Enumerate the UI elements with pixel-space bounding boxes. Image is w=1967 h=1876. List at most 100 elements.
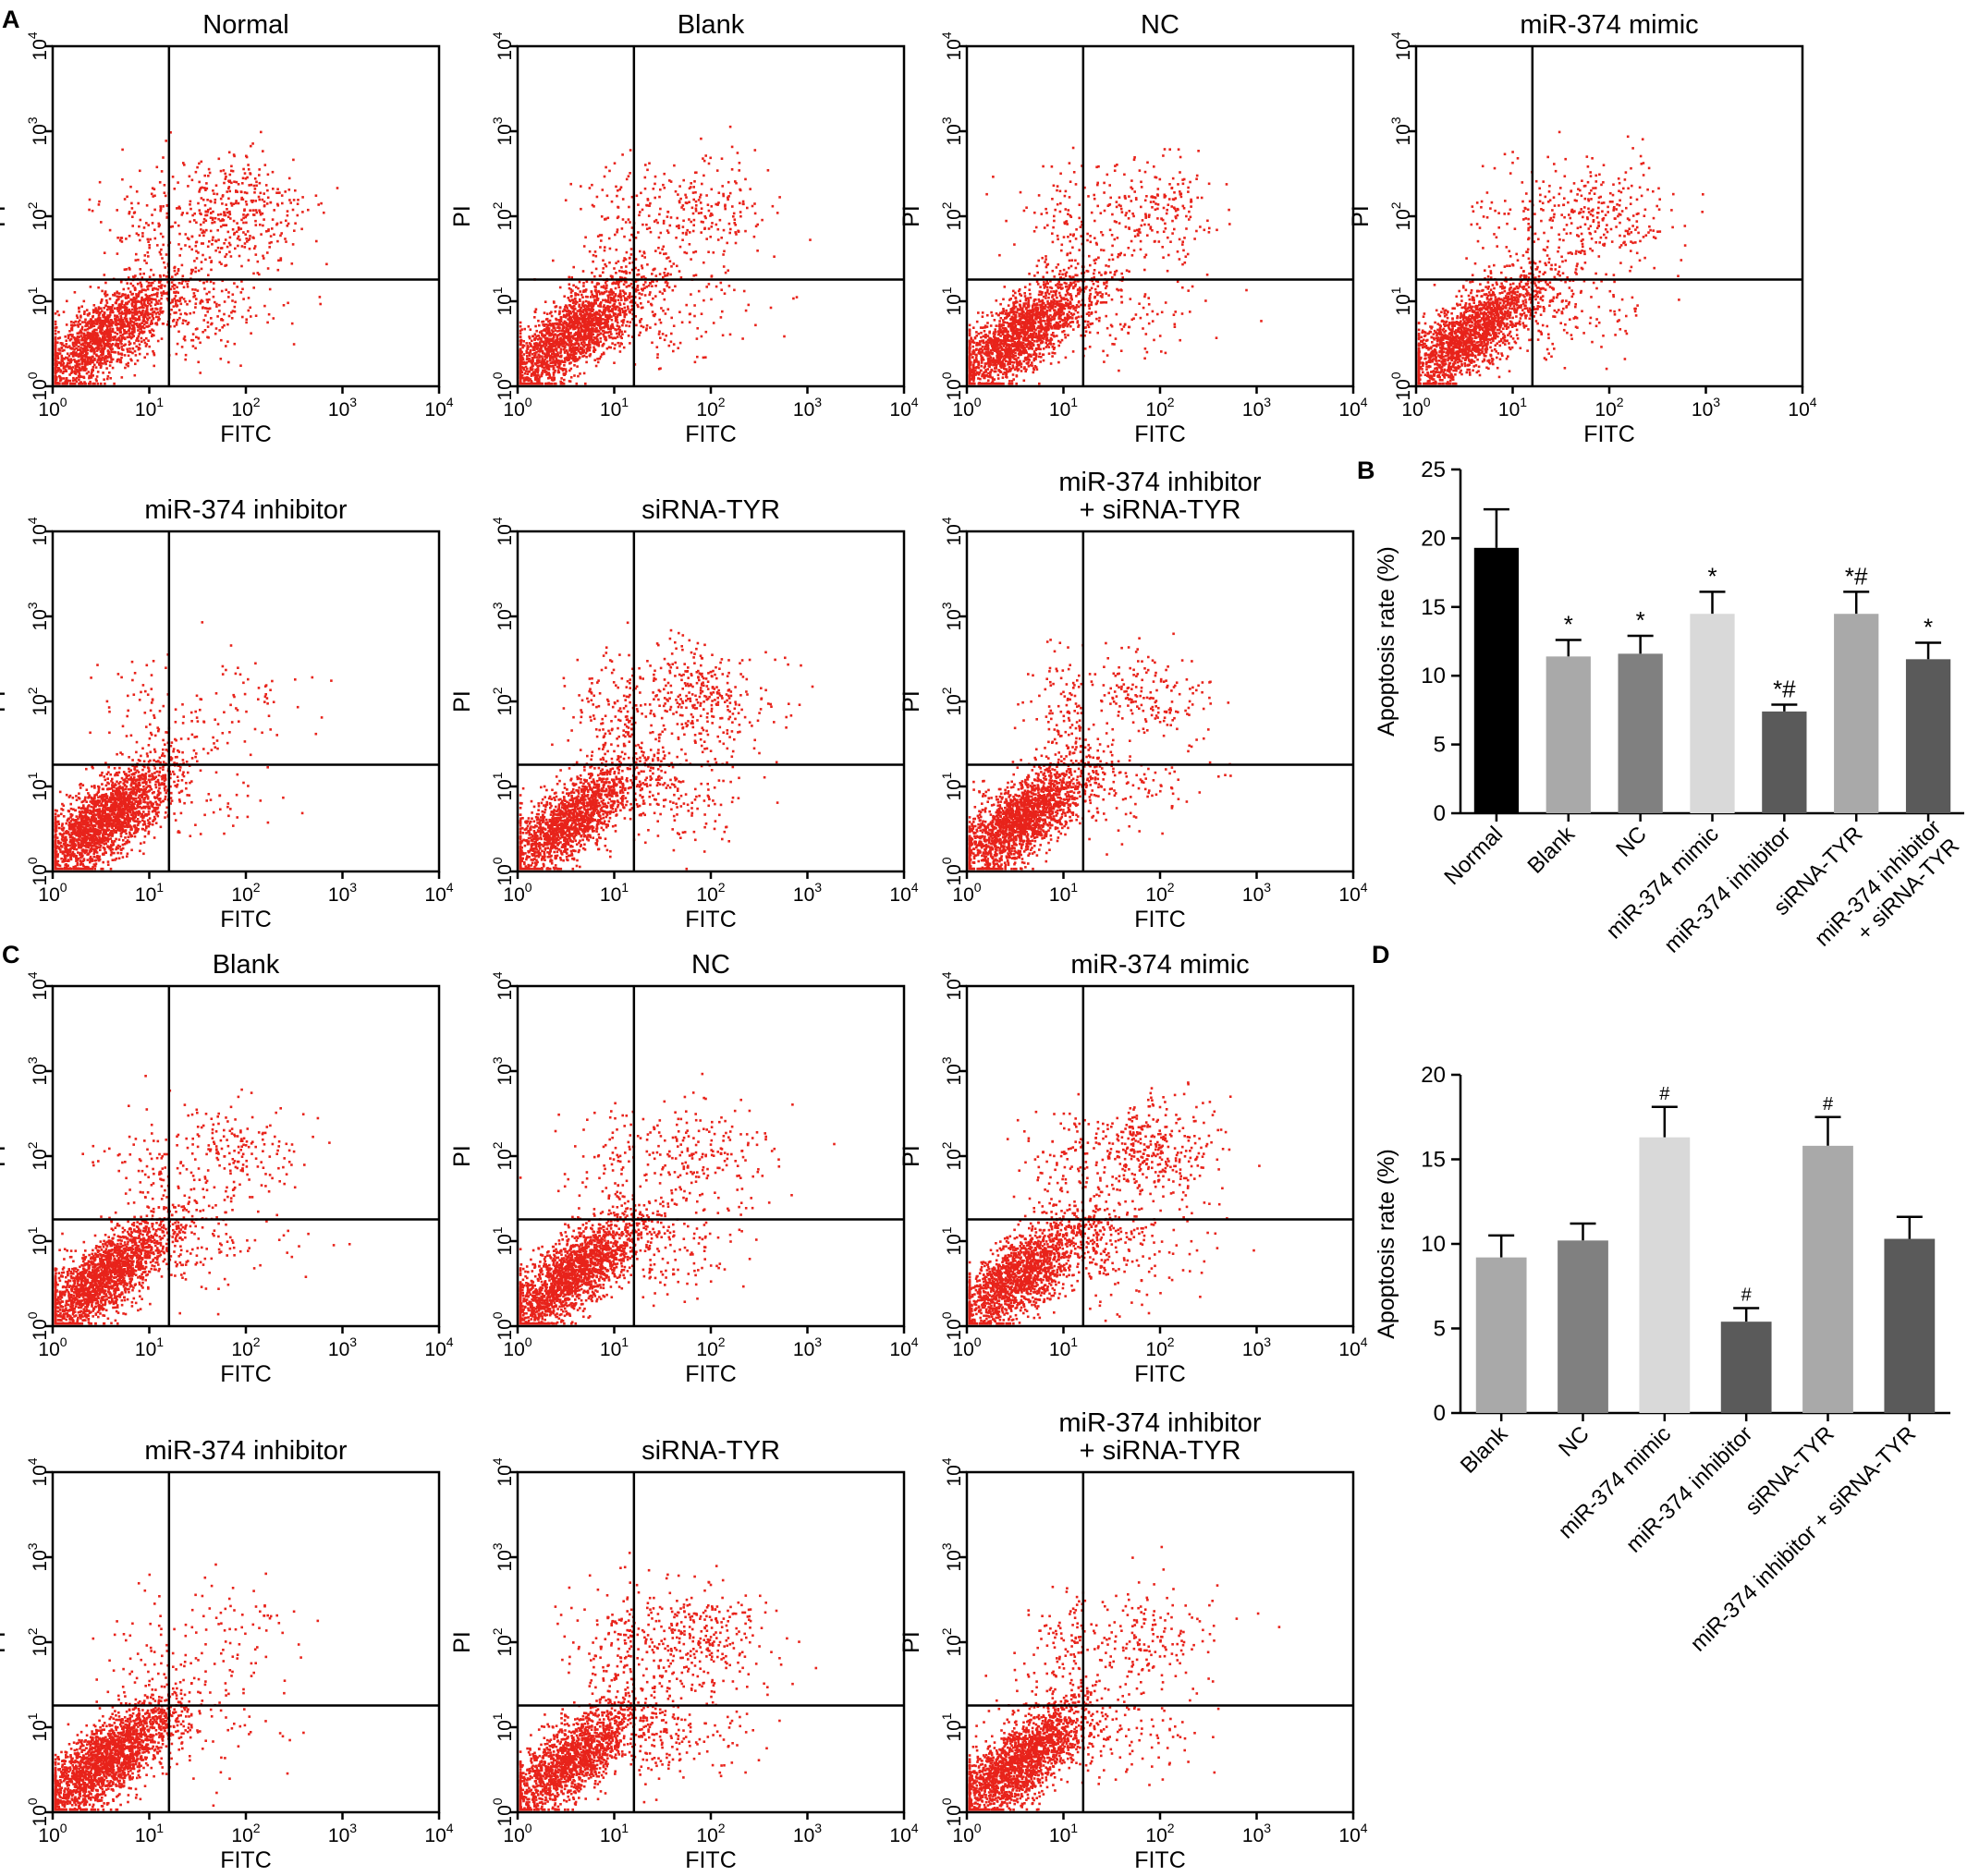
scatter-point bbox=[647, 300, 650, 303]
y-tick-label: 104 bbox=[25, 31, 51, 60]
scatter-point bbox=[148, 324, 151, 327]
scatter-point bbox=[277, 260, 280, 262]
scatter-point bbox=[592, 315, 594, 318]
scatter-point bbox=[177, 181, 179, 184]
scatter-point bbox=[670, 265, 673, 268]
scatter-point bbox=[226, 323, 229, 326]
scatter-point bbox=[157, 340, 160, 343]
scatter-point bbox=[138, 347, 140, 349]
scatter-point bbox=[614, 344, 617, 347]
scatter-point bbox=[692, 186, 695, 189]
scatter-point bbox=[109, 364, 112, 367]
scatter-point bbox=[576, 318, 579, 321]
scatter-point bbox=[228, 250, 231, 253]
scatter-point bbox=[216, 229, 219, 232]
scatter-point bbox=[208, 168, 211, 171]
scatter-point bbox=[611, 305, 614, 308]
scatter-point bbox=[135, 259, 138, 262]
scatter-point bbox=[703, 227, 706, 230]
scatter-point bbox=[658, 333, 661, 335]
scatter-point bbox=[638, 292, 641, 295]
scatter-point bbox=[226, 190, 228, 193]
scatter-point bbox=[698, 212, 701, 214]
scatter-point bbox=[613, 267, 616, 270]
scatter-point bbox=[215, 305, 218, 308]
scatter-point bbox=[570, 376, 573, 379]
scatter-point bbox=[139, 170, 141, 173]
scatter-point bbox=[202, 319, 205, 322]
scatter-point bbox=[148, 282, 151, 285]
scatter-point bbox=[134, 363, 137, 366]
scatter-point bbox=[568, 344, 570, 347]
scatter-point bbox=[699, 196, 702, 199]
scatter-point bbox=[552, 345, 555, 347]
scatter-point bbox=[239, 364, 242, 367]
scatter-point bbox=[682, 179, 685, 182]
scatter-point bbox=[252, 273, 255, 275]
scatter-point bbox=[149, 331, 152, 334]
scatter-points bbox=[55, 131, 339, 385]
scatter-point bbox=[161, 294, 164, 297]
scatter-point bbox=[195, 241, 198, 244]
scatter-point bbox=[102, 372, 104, 374]
scatter-point bbox=[172, 176, 175, 178]
scatter-point bbox=[638, 334, 641, 336]
panel-letter-d: D bbox=[1372, 941, 1390, 968]
scatter-point bbox=[77, 348, 79, 351]
scatter-point bbox=[177, 291, 179, 294]
scatter-point bbox=[67, 357, 69, 359]
scatter-point bbox=[604, 323, 606, 325]
scatter-point bbox=[100, 322, 103, 324]
scatter-point bbox=[55, 336, 57, 339]
scatter-point bbox=[672, 289, 675, 292]
scatter-point bbox=[104, 311, 106, 314]
scatter-point bbox=[596, 196, 599, 199]
scatter-point bbox=[323, 212, 325, 214]
scatter-point bbox=[561, 340, 564, 343]
scatter-point bbox=[277, 204, 280, 207]
scatter-point bbox=[100, 354, 103, 357]
scatter-point bbox=[214, 333, 217, 335]
scatter-point bbox=[626, 178, 629, 181]
scatter-point bbox=[140, 282, 142, 285]
scatter-point bbox=[107, 317, 110, 320]
scatter-point bbox=[613, 298, 616, 301]
scatter-point bbox=[572, 347, 575, 350]
scatter-point bbox=[581, 322, 584, 324]
scatter-point bbox=[645, 329, 648, 332]
scatter-point bbox=[173, 291, 176, 294]
scatter-point bbox=[244, 233, 247, 236]
scatter-point bbox=[213, 296, 215, 298]
scatter-point bbox=[528, 377, 531, 380]
x-tick-label: 102 bbox=[696, 395, 725, 420]
scatter-point bbox=[607, 328, 610, 331]
scatter-point bbox=[595, 365, 598, 368]
scatter-point bbox=[585, 337, 588, 340]
scatter-point bbox=[218, 158, 221, 161]
scatter-point bbox=[701, 335, 703, 338]
scatter-point bbox=[650, 231, 653, 234]
scatter-point bbox=[606, 324, 609, 327]
scatter-point bbox=[143, 303, 146, 306]
scatter-point bbox=[178, 317, 181, 320]
scatter-point bbox=[691, 207, 694, 210]
scatter-point bbox=[212, 238, 214, 241]
scatter-point bbox=[739, 211, 742, 213]
scatter-point bbox=[110, 308, 113, 311]
scatter-point bbox=[734, 224, 737, 226]
scatter-point bbox=[659, 336, 662, 339]
scatter-point bbox=[783, 335, 786, 338]
scatter-point bbox=[617, 217, 619, 220]
scatter-point bbox=[202, 282, 205, 285]
scatter-point bbox=[297, 202, 299, 205]
scatter-point bbox=[622, 289, 625, 292]
scatter-point bbox=[663, 253, 666, 256]
scatter-point bbox=[64, 335, 67, 338]
scatter-point bbox=[136, 308, 139, 311]
scatter-point bbox=[619, 189, 622, 191]
scatter-point bbox=[602, 189, 605, 191]
scatter-point bbox=[605, 314, 607, 317]
scatter-point bbox=[549, 323, 552, 325]
scatter-point bbox=[200, 224, 202, 226]
scatter-point bbox=[79, 369, 81, 372]
